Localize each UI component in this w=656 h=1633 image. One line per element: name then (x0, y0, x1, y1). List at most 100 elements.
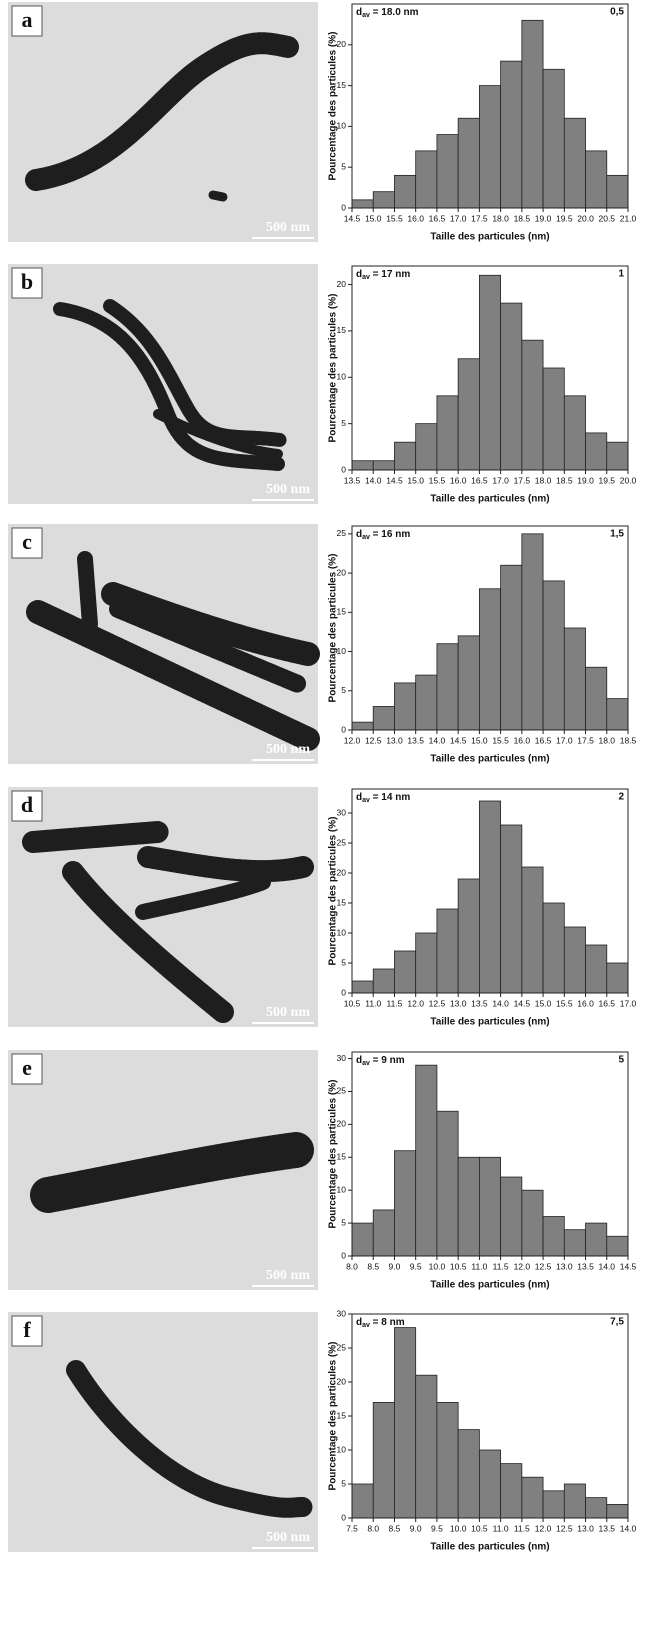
stat-subscript: av (362, 534, 370, 541)
histogram-bar (521, 19, 544, 209)
x-tick-label: 19.5 (598, 475, 615, 485)
x-tick-label: 12.0 (344, 735, 361, 745)
x-tick-label: 14.0 (365, 475, 382, 485)
histogram-bar (542, 902, 565, 994)
y-tick-label: 20 (337, 1376, 347, 1386)
x-axis-title: Taille des particules (nm) (430, 494, 549, 505)
histogram-bar (521, 866, 544, 994)
histogram-bar (415, 1374, 438, 1519)
histogram-bar (585, 1222, 608, 1257)
corner-label: 1,5 (610, 529, 624, 540)
stat-symbol: d (356, 792, 362, 803)
panel-label-box (11, 527, 43, 559)
corner-label: 5 (618, 1055, 624, 1066)
histogram-bar (351, 199, 374, 209)
histogram-bar (394, 1327, 417, 1519)
y-tick-label: 5 (341, 1478, 346, 1488)
x-tick-label: 17.5 (577, 735, 594, 745)
stat-label: dav = 14 nm (356, 792, 410, 804)
y-tick-label: 0 (341, 464, 346, 474)
nanotube (137, 846, 314, 883)
histogram-bar (372, 706, 395, 731)
y-tick-label: 0 (341, 202, 346, 212)
x-tick-label: 13.0 (450, 998, 467, 1008)
histogram-bar (457, 1429, 480, 1519)
histogram-bar (542, 1216, 565, 1257)
x-axis-title: Taille des particules (nm) (430, 1017, 549, 1028)
histogram-bar (606, 1504, 629, 1519)
y-tick-label: 5 (341, 685, 346, 695)
panel-label: f (23, 1317, 31, 1342)
nanotube (109, 600, 307, 693)
x-tick-label: 15.0 (535, 998, 552, 1008)
x-tick-label: 19.0 (535, 213, 552, 223)
histogram-bar (542, 1490, 565, 1519)
x-tick-label: 14.0 (620, 1523, 637, 1533)
histogram-bar (436, 643, 459, 731)
x-tick-label: 11.0 (365, 998, 381, 1008)
histogram-bar (478, 1156, 502, 1257)
x-tick-label: 14.5 (514, 998, 531, 1008)
x-tick-label: 15.5 (492, 735, 509, 745)
y-tick-label: 30 (337, 1308, 347, 1318)
x-tick-label: 9.0 (389, 1261, 401, 1271)
x-tick-label: 10.5 (450, 1261, 467, 1271)
stat-value: = 17 nm (370, 269, 410, 280)
y-axis-title: Pourcentage des particules (%) (328, 554, 339, 703)
corner-label: 0,5 (610, 7, 624, 18)
panel-label-box (11, 5, 43, 37)
y-tick-label: 10 (337, 1184, 347, 1194)
stat-subscript: av (362, 12, 370, 19)
panel-label: c (22, 529, 32, 554)
y-tick-label: 10 (337, 646, 347, 656)
y-tick-label: 30 (337, 807, 347, 817)
y-tick-label: 20 (337, 567, 347, 577)
histogram-bar (457, 878, 480, 994)
y-tick-label: 0 (341, 987, 346, 997)
y-tick-label: 15 (337, 1410, 347, 1420)
corner-label: 7,5 (610, 1317, 624, 1328)
x-tick-label: 15.0 (471, 735, 488, 745)
stat-value: = 8 nm (370, 1317, 405, 1328)
histogram-bar (415, 1064, 438, 1257)
y-tick-label: 15 (337, 897, 347, 907)
x-tick-label: 9.5 (410, 1261, 422, 1271)
histogram-bar (585, 150, 608, 209)
histogram-bar (394, 1150, 417, 1257)
nanotube (135, 874, 271, 920)
x-tick-label: 16.5 (598, 998, 615, 1008)
scale-bar-label: 500 nm (266, 742, 310, 757)
x-tick-label: 14.5 (620, 1261, 637, 1271)
histogram-bar (351, 980, 374, 994)
histogram-bar (436, 395, 459, 471)
x-tick-label: 18.5 (514, 213, 531, 223)
x-tick-label: 12.5 (556, 1523, 573, 1533)
x-tick-label: 13.5 (471, 998, 488, 1008)
x-axis-title: Taille des particules (nm) (430, 1280, 549, 1291)
histogram-bar (500, 1463, 523, 1519)
histogram-bar (457, 1156, 480, 1257)
histogram-bar (478, 800, 502, 994)
histogram-bar (351, 1222, 374, 1257)
stat-symbol: d (356, 7, 362, 18)
histogram-bar (394, 174, 417, 209)
y-tick-label: 0 (341, 1512, 346, 1522)
histogram-bar (585, 432, 608, 471)
x-tick-label: 13.5 (407, 735, 424, 745)
corner-label: 2 (618, 792, 624, 803)
histogram-bar (521, 339, 544, 471)
histogram-bar (415, 150, 438, 209)
stat-symbol: d (356, 1317, 362, 1328)
x-tick-label: 19.0 (577, 475, 594, 485)
stat-subscript: av (362, 797, 370, 804)
stat-value: = 9 nm (370, 1055, 405, 1066)
stat-symbol: d (356, 269, 362, 280)
x-tick-label: 9.0 (410, 1523, 422, 1533)
plot-frame (351, 3, 629, 209)
x-tick-label: 8.0 (367, 1523, 379, 1533)
x-tick-label: 14.0 (429, 735, 446, 745)
y-tick-label: 25 (337, 528, 347, 538)
x-tick-label: 10.0 (429, 1261, 446, 1271)
histogram-bar (436, 1402, 459, 1519)
